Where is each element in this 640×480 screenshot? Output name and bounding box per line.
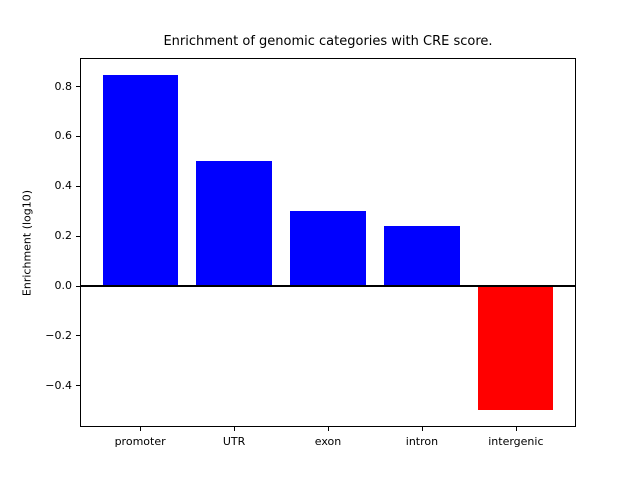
bar-intergenic bbox=[478, 285, 554, 411]
x-tick-mark bbox=[328, 427, 329, 431]
bar-UTR bbox=[196, 160, 272, 286]
y-tick-label: 0.0 bbox=[54, 279, 73, 293]
x-tick-label-promoter: promoter bbox=[114, 435, 166, 448]
bar-intron bbox=[384, 225, 460, 286]
x-tick-label-exon: exon bbox=[314, 435, 342, 448]
y-tick-label: −0.2 bbox=[45, 328, 72, 342]
y-tick-label: −0.4 bbox=[45, 378, 72, 392]
x-tick-label-UTR: UTR bbox=[222, 435, 246, 448]
x-tick-mark bbox=[140, 427, 142, 431]
y-tick-mark bbox=[76, 385, 80, 387]
x-tick-mark bbox=[234, 427, 236, 431]
zero-line bbox=[80, 284, 576, 287]
bar-promoter bbox=[102, 74, 178, 286]
x-tick-label-intron: intron bbox=[405, 435, 439, 448]
y-tick-mark bbox=[76, 335, 80, 337]
x-tick-mark bbox=[515, 427, 517, 431]
y-tick-mark bbox=[76, 86, 80, 87]
x-tick-mark bbox=[421, 427, 423, 431]
y-tick-label: 0.8 bbox=[54, 79, 73, 93]
y-tick-label: 0.2 bbox=[54, 229, 73, 243]
y-tick-mark bbox=[76, 135, 80, 137]
y-tick-label: 0.6 bbox=[54, 129, 73, 143]
y-tick-mark bbox=[76, 185, 80, 187]
y-tick-mark bbox=[76, 285, 80, 287]
y-tick-label: 0.4 bbox=[54, 179, 73, 193]
x-tick-label-intergenic: intergenic bbox=[488, 435, 544, 448]
chart-title: Enrichment of genomic categories with CR… bbox=[163, 34, 493, 49]
y-tick-mark bbox=[76, 235, 80, 237]
bar-exon bbox=[290, 210, 366, 286]
